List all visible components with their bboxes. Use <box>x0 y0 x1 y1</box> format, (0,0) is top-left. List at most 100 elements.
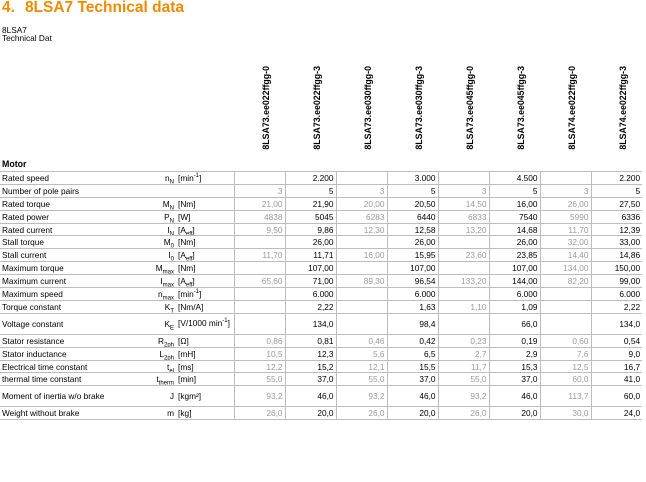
data-cell: 71,00 <box>284 274 336 289</box>
data-cell: 20,0 <box>386 406 438 421</box>
data-cell <box>233 300 285 314</box>
data-cell: 15,2 <box>284 360 336 374</box>
row-label: Stator inductance <box>0 347 126 361</box>
column-header: 8LSA73.ee045ffgg-3 <box>516 30 530 150</box>
row-symbol: R2ph <box>126 334 176 348</box>
data-cell: 20,0 <box>284 406 336 421</box>
data-cell: 23,60 <box>437 248 489 263</box>
data-cell: 12,5 <box>539 360 591 374</box>
data-cell: 12,2 <box>233 360 285 374</box>
column-header: 8LSA74.ee022ffgg-3 <box>618 30 632 150</box>
row-symbol: I0 <box>126 248 176 263</box>
table-row: Stator resistance R2ph [Ω] 0,86 0,81 0,46 0,42… <box>0 334 643 348</box>
data-cell: 26,0 <box>437 406 489 421</box>
row-unit: [min-1] <box>176 287 234 301</box>
data-cell: 4838 <box>233 210 285 224</box>
data-cell: 134,00 <box>539 261 591 276</box>
column-header: 8LSA74.ee022ffgg-0 <box>567 30 581 150</box>
data-cell <box>233 287 285 301</box>
data-cell: 1,63 <box>386 300 438 314</box>
row-symbol: nmax <box>126 287 176 301</box>
data-cell: 10,5 <box>233 347 285 361</box>
row-unit: [Nm] <box>176 261 234 276</box>
data-cell <box>437 235 489 250</box>
section-number: 4. <box>2 0 15 16</box>
row-label: Weight without brake <box>0 406 126 421</box>
section-title: 8LSA7 Technical data <box>24 0 185 16</box>
data-cell: 11,70 <box>539 223 591 237</box>
data-cell: 133,20 <box>437 274 489 289</box>
data-cell: 33,00 <box>590 235 643 250</box>
data-cell: 0,19 <box>488 334 540 348</box>
row-symbol <box>126 184 176 198</box>
data-cell: 0,86 <box>233 334 285 348</box>
column-header-label: 8LSA73.ee045ffgg-3 <box>516 66 526 150</box>
row-symbol: KE <box>126 313 176 335</box>
subtitle-description: Technical Dat <box>2 33 52 43</box>
table-row: thermal time constant ttherm [min] 55,0 37,0… <box>0 372 643 387</box>
row-label: Stall current <box>0 248 126 263</box>
column-header: 8LSA73.ee030ffgg-0 <box>363 30 377 150</box>
data-cell: 14,40 <box>539 248 591 263</box>
table-row: Voltage constant KE [V/1000 min-1] 134,0 98,… <box>0 313 643 335</box>
data-cell: 12,58 <box>386 223 438 237</box>
data-cell: 107,00 <box>488 261 540 276</box>
table-row: Weight without brake m [kg] 26,0 20,0 26,0 20,… <box>0 406 643 421</box>
row-label: Maximum speed <box>0 287 126 301</box>
data-cell: 23,85 <box>488 248 540 263</box>
data-cell: 6283 <box>335 210 387 224</box>
data-cell: 0,23 <box>437 334 489 348</box>
section-heading: 4. 8LSA7 Technical data <box>2 0 184 17</box>
row-symbol: Imax <box>126 274 176 289</box>
column-header-label: 8LSA74.ee022ffgg-3 <box>618 66 628 150</box>
data-cell: 5 <box>284 184 336 198</box>
column-header: 8LSA73.ee030ffgg-3 <box>414 30 428 150</box>
data-cell: 6.000 <box>488 287 540 301</box>
section-label: Motor <box>0 157 643 172</box>
data-cell: 37,0 <box>488 372 540 387</box>
data-cell: 15,3 <box>488 360 540 374</box>
data-cell: 134,0 <box>284 313 336 335</box>
data-cell: 15,5 <box>386 360 438 374</box>
data-cell: 2,22 <box>284 300 336 314</box>
row-symbol: nN <box>126 171 176 185</box>
data-cell <box>335 313 387 335</box>
table-row: Number of pole pairs 3 5 3 5 3 5 3 5 <box>0 184 643 198</box>
column-header-label: 8LSA74.ee022ffgg-0 <box>567 66 577 150</box>
data-cell: 6.000 <box>386 287 438 301</box>
data-cell: 0,46 <box>335 334 387 348</box>
data-cell: 7540 <box>488 210 540 224</box>
row-symbol: L2ph <box>126 347 176 361</box>
data-cell: 9,86 <box>284 223 336 237</box>
row-label: Voltage constant <box>0 313 126 335</box>
row-symbol: ttherm <box>126 372 176 387</box>
row-unit: [Aeff] <box>176 274 234 289</box>
data-cell: 93,2 <box>437 385 489 408</box>
data-cell: 0,54 <box>590 334 643 348</box>
data-cell: 2,22 <box>590 300 643 314</box>
data-cell: 107,00 <box>386 261 438 276</box>
data-cell: 3 <box>437 184 489 198</box>
data-cell <box>437 287 489 301</box>
data-cell: 107,00 <box>284 261 336 276</box>
data-cell: 6833 <box>437 210 489 224</box>
row-unit: [Aeff] <box>176 248 234 263</box>
data-cell: 96,54 <box>386 274 438 289</box>
row-label: Rated speed <box>0 171 126 185</box>
data-cell: 12,30 <box>335 223 387 237</box>
row-label: Stall torque <box>0 235 126 250</box>
data-cell: 89,30 <box>335 274 387 289</box>
data-cell: 0,42 <box>386 334 438 348</box>
data-cell: 5,6 <box>335 347 387 361</box>
data-cell: 46,0 <box>386 385 438 408</box>
data-cell <box>233 171 285 185</box>
row-label: Maximum torque <box>0 261 126 276</box>
data-cell: 2,7 <box>437 347 489 361</box>
row-unit: [Nm] <box>176 235 234 250</box>
data-cell: 13,20 <box>437 223 489 237</box>
row-unit: [min] <box>176 372 234 387</box>
data-cell: 9,50 <box>233 223 285 237</box>
data-cell: 60,0 <box>539 372 591 387</box>
row-label: Electrical time constant <box>0 360 126 374</box>
data-cell: 113,7 <box>539 385 591 408</box>
